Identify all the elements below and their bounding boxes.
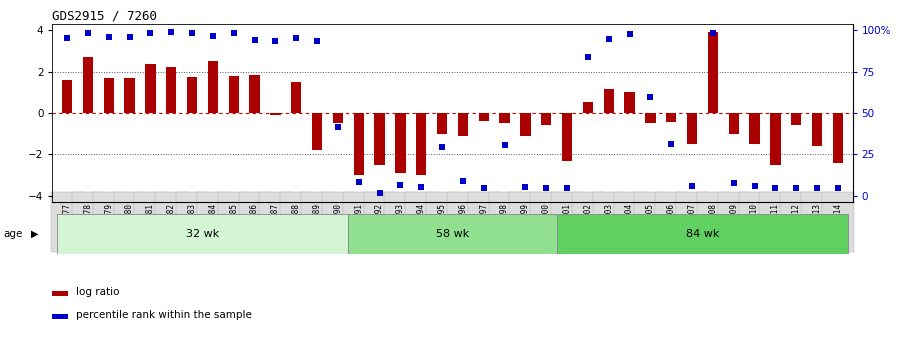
Bar — [770, 113, 781, 165]
Bar — [52, 290, 69, 296]
Bar — [557, 214, 848, 254]
Point — [831, 186, 845, 191]
Point — [268, 38, 282, 43]
Text: ▶: ▶ — [31, 229, 38, 239]
Point — [560, 186, 575, 191]
Bar — [57, 214, 348, 254]
Bar — [208, 61, 218, 113]
Point — [372, 190, 386, 195]
Point — [685, 184, 700, 189]
Text: age: age — [4, 229, 23, 239]
Point — [143, 31, 157, 36]
Text: 32 wk: 32 wk — [186, 229, 219, 239]
Point — [456, 178, 471, 184]
Bar — [479, 113, 489, 121]
Bar — [812, 113, 823, 146]
Bar — [103, 78, 114, 113]
Bar — [708, 32, 719, 113]
Text: log ratio: log ratio — [77, 287, 120, 297]
Bar — [354, 113, 364, 175]
Point — [122, 34, 137, 39]
Bar — [604, 89, 614, 113]
Text: 84 wk: 84 wk — [686, 229, 719, 239]
Point — [60, 35, 74, 40]
Bar — [82, 57, 93, 113]
Point — [81, 31, 95, 36]
Bar — [312, 113, 322, 150]
Bar — [791, 113, 802, 125]
Bar — [666, 113, 676, 122]
Point — [643, 95, 658, 100]
Bar — [333, 113, 343, 123]
Bar — [52, 314, 69, 319]
Bar — [562, 113, 572, 160]
Point — [623, 32, 637, 37]
Point — [664, 141, 679, 147]
Point — [289, 35, 303, 40]
Bar — [437, 113, 447, 134]
Text: 58 wk: 58 wk — [436, 229, 469, 239]
Point — [727, 180, 741, 186]
Point — [498, 142, 512, 148]
Point — [164, 30, 178, 35]
Point — [330, 125, 345, 130]
Bar — [291, 82, 301, 113]
Point — [205, 33, 220, 38]
Bar — [229, 76, 239, 113]
Point — [247, 37, 262, 42]
Bar — [416, 113, 426, 175]
Point — [226, 31, 241, 36]
Point — [185, 31, 199, 36]
Bar — [645, 113, 655, 123]
Point — [810, 186, 824, 191]
Bar — [62, 80, 72, 113]
Bar — [749, 113, 760, 144]
Bar — [395, 113, 405, 173]
Point — [477, 186, 491, 191]
Point — [310, 38, 324, 43]
Bar — [124, 78, 135, 113]
Point — [768, 186, 783, 191]
Bar — [624, 92, 634, 113]
Point — [519, 185, 533, 190]
Bar — [348, 214, 557, 254]
Bar — [583, 102, 593, 113]
Point — [581, 55, 595, 60]
Point — [602, 36, 616, 41]
Bar — [458, 113, 468, 136]
Bar — [833, 113, 843, 162]
Bar — [541, 113, 551, 125]
Point — [393, 183, 407, 188]
Point — [789, 186, 804, 191]
Point — [351, 179, 366, 185]
Point — [101, 34, 116, 39]
Text: GDS2915 / 7260: GDS2915 / 7260 — [52, 10, 157, 23]
Point — [434, 144, 449, 150]
Bar — [520, 113, 530, 136]
Bar — [500, 113, 510, 123]
Bar — [166, 67, 176, 113]
Text: percentile rank within the sample: percentile rank within the sample — [77, 310, 252, 321]
Point — [748, 184, 762, 189]
Point — [706, 31, 720, 36]
Bar — [729, 113, 739, 134]
Bar — [186, 77, 197, 113]
Point — [539, 186, 554, 191]
Bar — [375, 113, 385, 165]
Bar — [271, 113, 281, 115]
Bar — [250, 75, 260, 113]
Point — [414, 185, 428, 190]
Bar — [145, 65, 156, 113]
Bar — [687, 113, 697, 144]
